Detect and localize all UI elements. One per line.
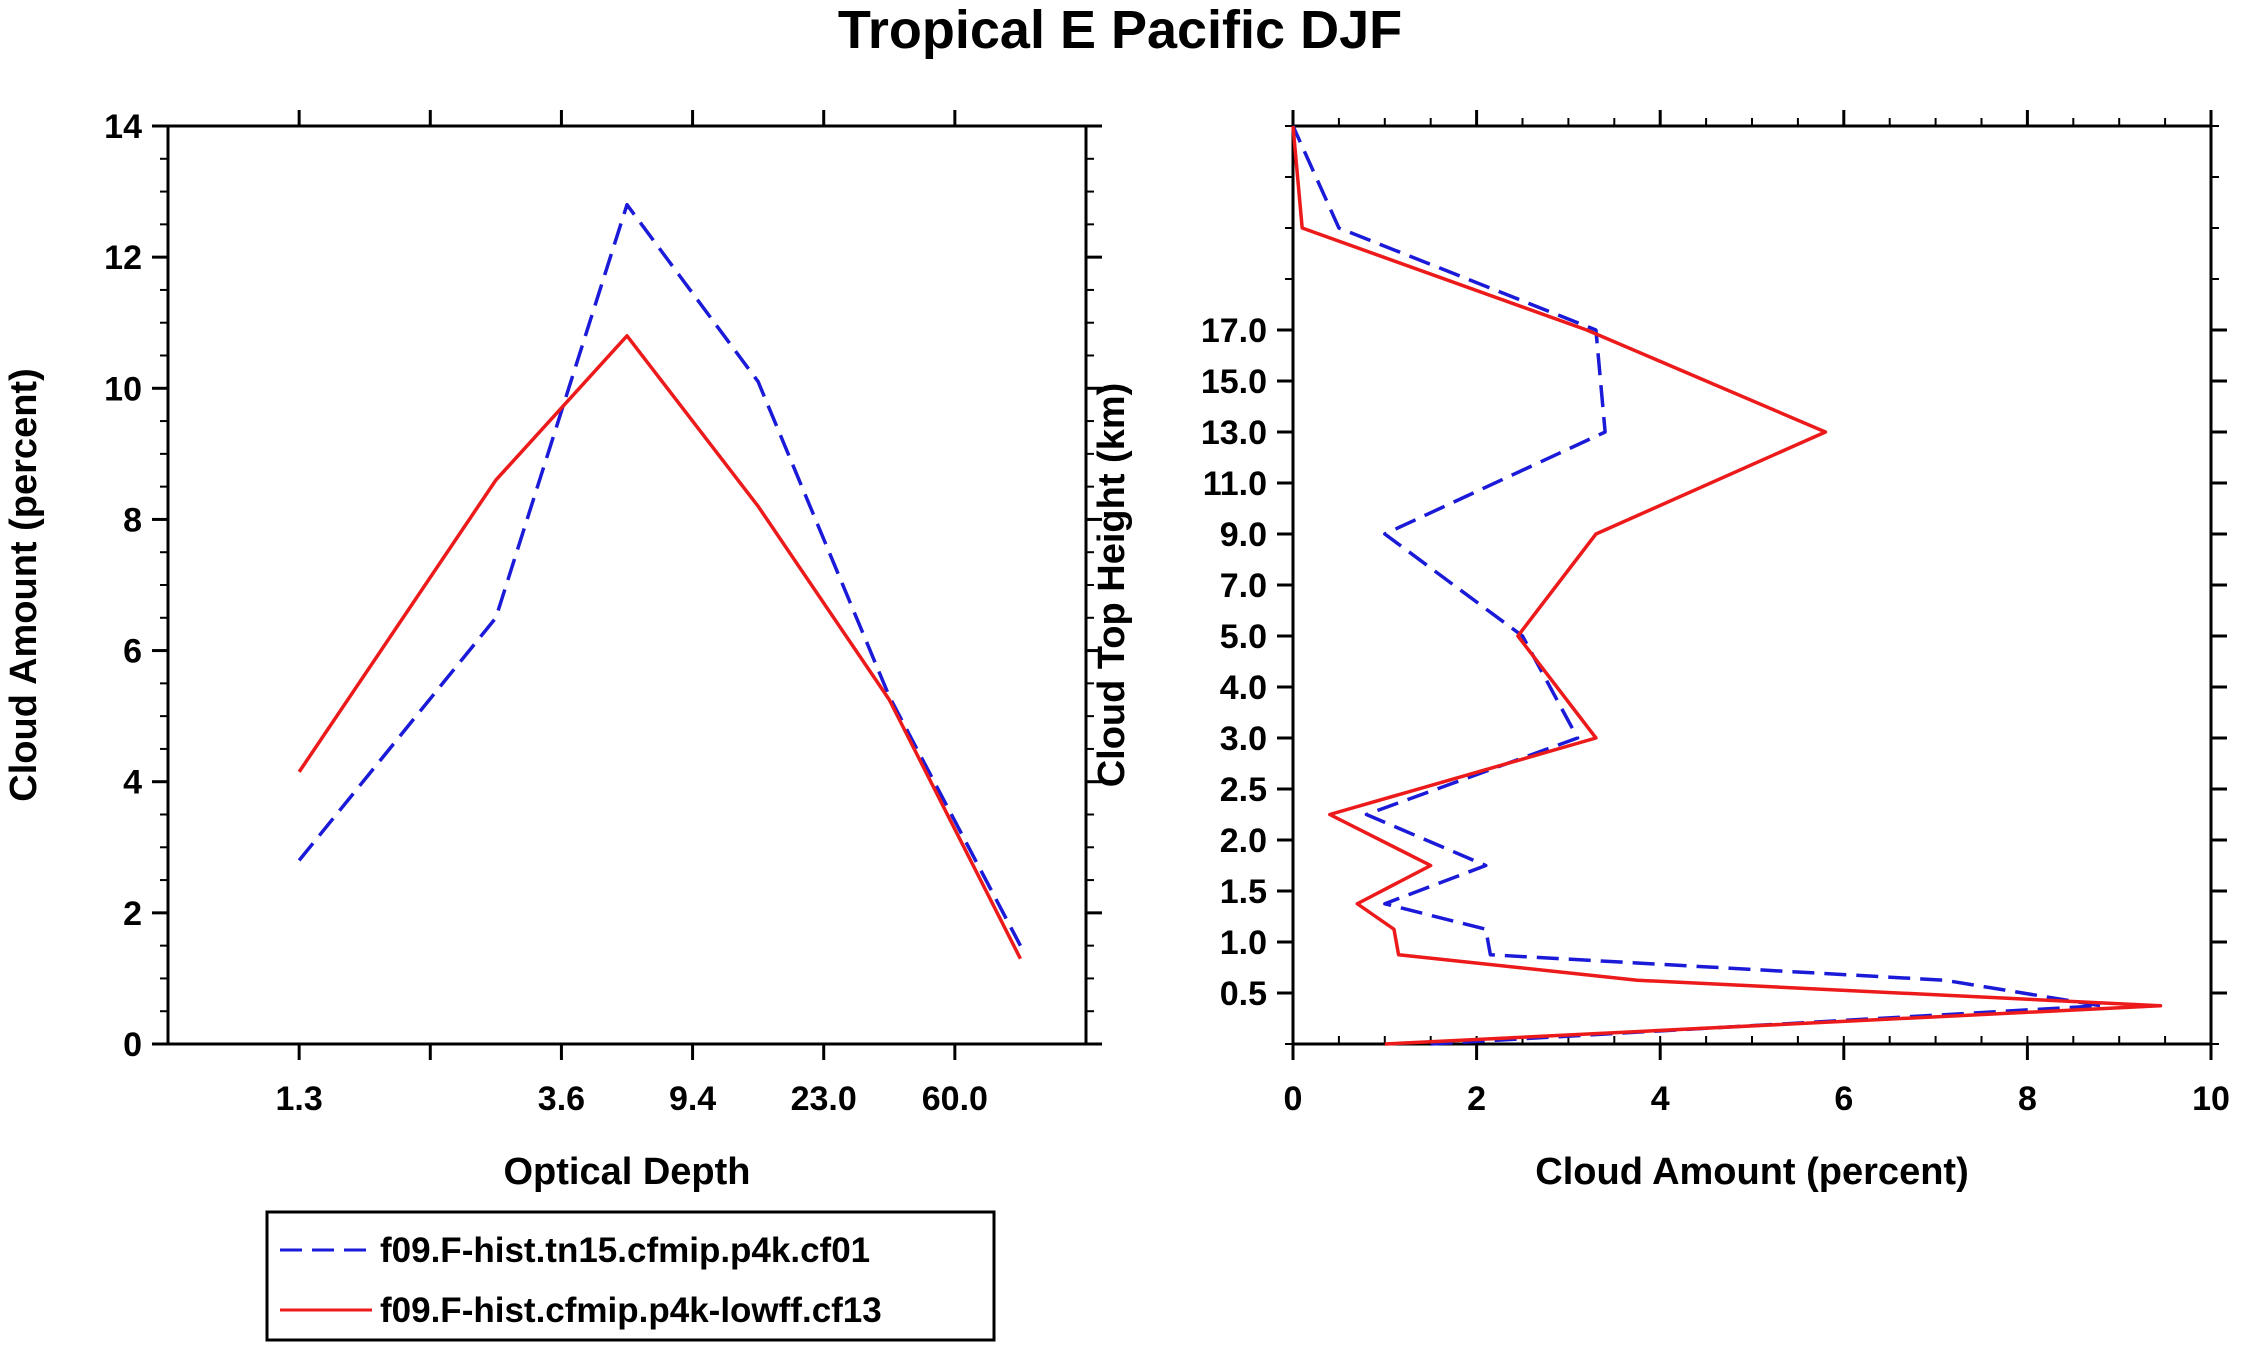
left-ticks xyxy=(152,110,1102,1060)
left-plot-frame xyxy=(166,124,1088,1046)
right-x-tick-label: 2 xyxy=(1467,1080,1486,1118)
right-x-axis-title: Cloud Amount (percent) xyxy=(1535,1151,1968,1193)
right-x-tick-label: 0 xyxy=(1284,1080,1303,1118)
left-x-tick-label: 3.6 xyxy=(538,1080,585,1118)
legend: f09.F-hist.tn15.cfmip.p4k.cf01 f09.F-his… xyxy=(265,1210,996,1342)
left-x-axis-title: Optical Depth xyxy=(503,1151,750,1193)
right-y-tick-label: 3.0 xyxy=(1220,720,1267,758)
left-series-red-solid xyxy=(297,334,1022,960)
right-y-tick-label: 5.0 xyxy=(1220,618,1267,656)
left-series xyxy=(297,202,1022,960)
figure-title: Tropical E Pacific DJF xyxy=(838,0,1402,60)
left-x-tick-label: 60.0 xyxy=(922,1080,988,1118)
right-series-red-solid xyxy=(1291,125,2163,1046)
right-tick-labels: 0 2 4 6 8 10 0.5 1.0 1.5 2.0 2.5 3.0 4.0 5.0 7.0 9.0 11.… xyxy=(1201,312,2230,1118)
left-x-tick-label: 23.0 xyxy=(791,1080,857,1118)
left-y-tick-label: 8 xyxy=(123,501,142,539)
right-series xyxy=(1291,125,2163,1046)
legend-label-0: f09.F-hist.tn15.cfmip.p4k.cf01 xyxy=(380,1231,870,1270)
right-x-tick-label: 10 xyxy=(2192,1080,2230,1118)
left-y-tick-label: 0 xyxy=(123,1026,142,1064)
left-x-tick-label: 1.3 xyxy=(276,1080,323,1118)
right-y-tick-label: 1.5 xyxy=(1220,873,1267,911)
right-y-axis-title: Cloud Top Height (km) xyxy=(1091,383,1133,788)
right-plot-frame xyxy=(1291,124,2213,1046)
right-series-blue-dashed xyxy=(1291,125,2103,1046)
left-chart: 0 2 4 6 8 10 12 14 1.3 3.6 9.4 23.0 60.0 Optical Dep… xyxy=(3,108,1102,1193)
right-y-tick-label: 4.0 xyxy=(1220,669,1267,707)
right-x-tick-label: 4 xyxy=(1651,1080,1670,1118)
right-ticks xyxy=(1277,110,2227,1060)
left-series-blue-dashed xyxy=(297,202,1022,947)
left-y-tick-label: 4 xyxy=(123,764,142,802)
right-y-tick-label: 11.0 xyxy=(1203,465,1267,503)
right-y-tick-label: 13.0 xyxy=(1201,414,1267,452)
right-x-tick-label: 8 xyxy=(2018,1080,2037,1118)
left-y-tick-label: 12 xyxy=(104,239,142,277)
left-y-tick-label: 14 xyxy=(104,108,142,146)
left-y-tick-label: 6 xyxy=(123,633,142,671)
right-y-tick-label: 9.0 xyxy=(1220,516,1267,554)
left-x-tick-label: 9.4 xyxy=(669,1080,716,1118)
right-y-tick-label: 15.0 xyxy=(1201,363,1267,401)
left-y-tick-label: 10 xyxy=(104,370,142,408)
right-x-tick-label: 6 xyxy=(1834,1080,1853,1118)
left-y-tick-label: 2 xyxy=(123,895,142,933)
left-y-axis-title: Cloud Amount (percent) xyxy=(3,368,45,801)
right-chart: 0 2 4 6 8 10 0.5 1.0 1.5 2.0 2.5 3.0 4.0 5.0 7.0 9.0 11.… xyxy=(1091,110,2230,1193)
right-y-tick-label: 1.0 xyxy=(1220,924,1267,962)
legend-label-1: f09.F-hist.cfmip.p4k-lowff.cf13 xyxy=(380,1291,882,1330)
legend-box xyxy=(265,1210,996,1342)
left-tick-labels: 0 2 4 6 8 10 12 14 1.3 3.6 9.4 23.0 60.0 xyxy=(104,108,988,1118)
right-y-tick-label: 2.0 xyxy=(1220,822,1267,860)
right-y-tick-label: 0.5 xyxy=(1220,975,1267,1013)
right-y-tick-label: 2.5 xyxy=(1220,771,1267,809)
right-y-tick-label: 17.0 xyxy=(1201,312,1267,350)
right-y-tick-label: 7.0 xyxy=(1220,567,1267,605)
